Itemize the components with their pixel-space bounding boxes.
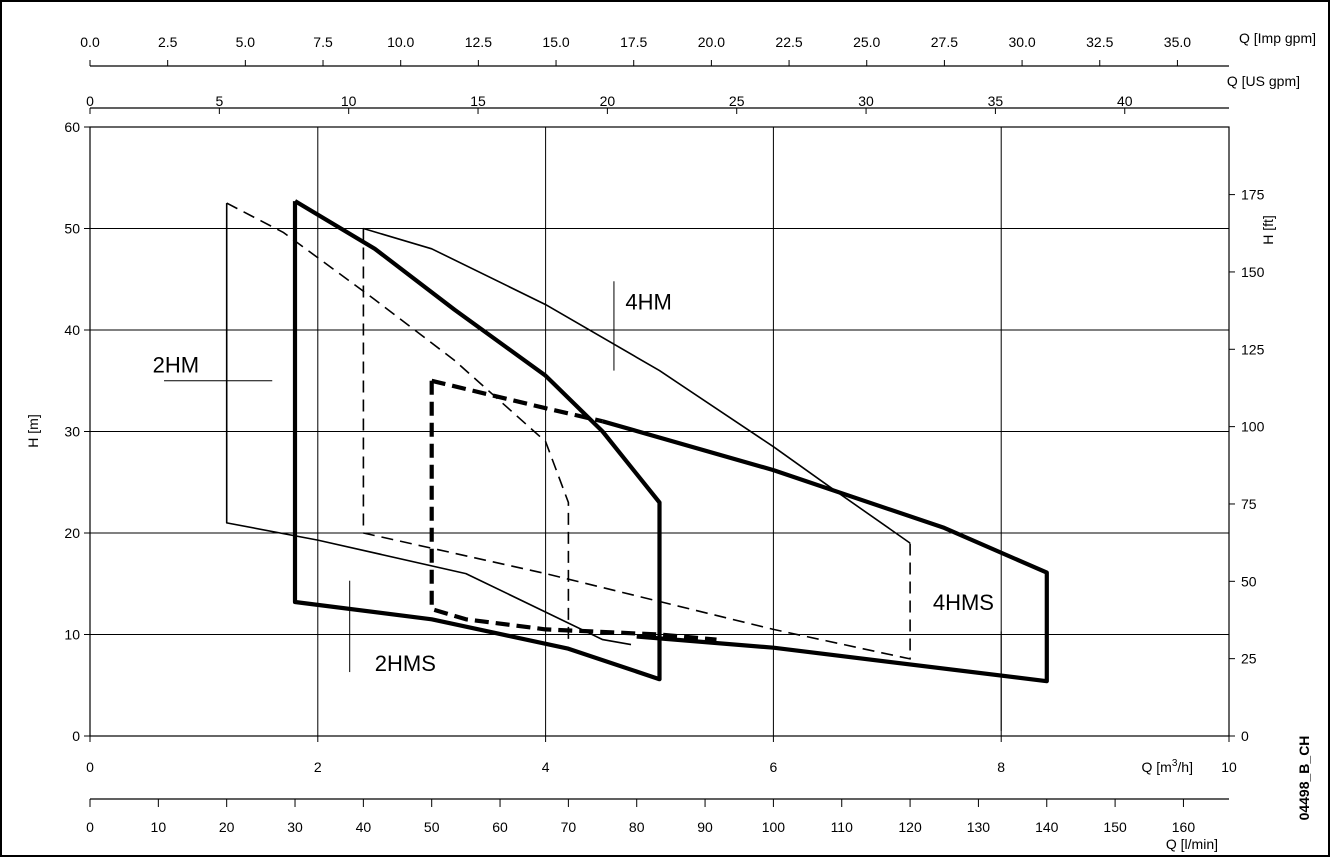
axis-l-min-label: Q [l/min] [1166,836,1218,852]
y-ft-tick-label: 75 [1241,496,1257,512]
y-ft-tick-label: 25 [1241,651,1257,667]
tick-label: 22.5 [775,34,802,50]
x-m3h-tick-label: 2 [314,759,322,775]
tick-label: 20 [600,93,616,109]
y-ft-tick-label: 100 [1241,419,1265,435]
tick-label: 50 [424,819,440,835]
y-m-tick-label: 40 [64,322,80,338]
axis-y-ft-label: H [ft] [1260,215,1276,245]
y-m-tick-label: 20 [64,525,80,541]
y-ft-tick-label: 125 [1241,341,1265,357]
series-2hms-thick-solid [292,199,662,682]
tick-label: 20 [219,819,235,835]
annotation-label-2hm: 2HM [153,353,199,378]
series-4hms-thick-dashed [429,380,717,642]
axis-y-m-label: H [m] [25,414,41,447]
tick-label: 17.5 [620,34,647,50]
tick-label: 40 [356,819,372,835]
x-m3h-tick-label: 4 [542,759,550,775]
axis-imp-gpm-ticks: 0.0 2.5 5.0 7.5 10.0 12.5 15.0 17.5 20.0 22.5 25.0… [80,34,1191,66]
series-4hms-thick-dashed [431,378,604,424]
series-4hms-thick-solid [602,419,1049,684]
tick-label: 5 [215,93,223,109]
tick-label: 70 [561,819,577,835]
series-2hm-thin-dashed [226,202,570,645]
annotation-label-4hm: 4HM [625,290,671,315]
tick-label: 140 [1035,819,1059,835]
annotation-label-4hms: 4HMS [933,590,994,615]
x-m3h-tick-label: 6 [770,759,778,775]
y-ft-tick-label: 175 [1241,187,1265,203]
tick-label: 30 [858,93,874,109]
tick-label: 30 [287,819,303,835]
tick-label: 5.0 [236,34,256,50]
tick-label: 150 [1103,819,1127,835]
tick-label: 130 [967,819,991,835]
series-layer [225,199,1049,684]
tick-label: 15.0 [542,34,569,50]
tick-label: 20.0 [698,34,725,50]
series-2hm-thin-solid [225,203,632,646]
x-m3h-tick-label: 0 [86,759,94,775]
axis-x-m3h-label-main: Q [m [1142,759,1172,775]
y-ft-tick-label: 150 [1241,264,1265,280]
tick-label: 30.0 [1008,34,1035,50]
y-m-tick-label: 0 [72,728,80,744]
tick-label: 60 [492,819,508,835]
series-4hm-thin-dashed [362,228,911,660]
axis-us-gpm-ticks: 0 5 10 15 20 25 30 35 40 [86,93,1133,114]
tick-label: 0.0 [80,34,100,50]
tick-label: 32.5 [1086,34,1113,50]
axis-imp-gpm-label: Q [Imp gpm] [1239,30,1316,46]
tick-label: 10 [341,93,357,109]
tick-label: 10.0 [387,34,414,50]
tick-label: 27.5 [931,34,958,50]
annotation-label-2hms: 2HMS [375,651,436,676]
axis-l-min-ticks: 0 10 20 30 40 50 60 70 80 90 100 110 120 130 140 150 160 [86,799,1195,835]
tick-label: 2.5 [158,34,178,50]
y-m-tick-label: 60 [64,119,80,135]
axis-x-m3h-label-end: /h] [1177,759,1193,775]
x-m3h-tick-label: 10 [1221,759,1237,775]
tick-label: 15 [470,93,486,109]
tick-label: 0 [86,819,94,835]
tick-label: 100 [762,819,786,835]
y-m-tick-label: 50 [64,221,80,237]
axis-us-gpm-label: Q [US gpm] [1227,73,1300,89]
tick-label: 25 [729,93,745,109]
x-m3h-tick-label: 8 [997,759,1005,775]
chart-code: 04498_B_CH [1296,736,1312,821]
tick-label: 35.0 [1164,34,1191,50]
tick-label: 35 [988,93,1004,109]
tick-label: 7.5 [313,34,333,50]
tick-label: 10 [151,819,167,835]
axis-x-m3h-ticks: 0 2 4 6 8 10 [86,736,1237,775]
axis-x-m3h-label: Q [m3/h] [1142,758,1193,775]
tick-label: 120 [898,819,922,835]
y-ft-tick-label: 50 [1241,573,1257,589]
tick-label: 160 [1172,819,1196,835]
axis-x-m3h-label-sup: 3 [1172,758,1178,769]
tick-label: 90 [697,819,713,835]
tick-label: 0 [86,93,94,109]
y-m-tick-label: 10 [64,627,80,643]
tick-label: 12.5 [465,34,492,50]
axis-y-ft-ticks: 0 25 50 75 100 125 150 175 [1229,187,1265,744]
y-ft-tick-label: 0 [1241,728,1249,744]
tick-label: 110 [831,819,854,835]
tick-label: 25.0 [853,34,880,50]
annotation-layer: 2HM 4HM 2HMS 4HMS [153,281,1002,731]
tick-label: 40 [1117,93,1133,109]
y-m-tick-label: 30 [64,424,80,440]
tick-label: 80 [629,819,645,835]
axis-y-m-ticks: 0 10 20 30 40 50 60 [64,119,90,744]
